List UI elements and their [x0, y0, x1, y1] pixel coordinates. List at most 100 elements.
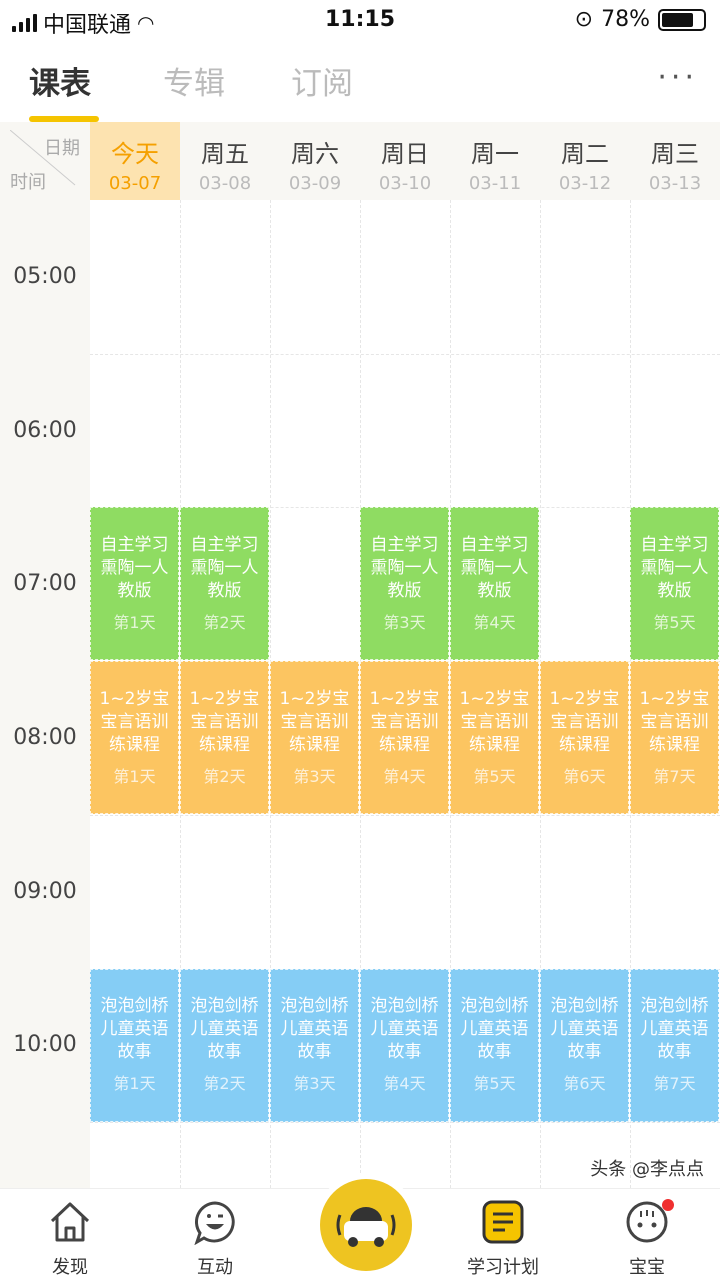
nav-label: 互动	[197, 1257, 233, 1278]
status-bar: 中国联通 ◠ 11:15 ⊙ 78%	[0, 0, 720, 40]
hour-label: 10:00	[13, 1032, 77, 1058]
course-day: 第7天	[653, 766, 696, 786]
course-block[interactable]: 泡泡剑桥儿童英语故事 第3天	[270, 968, 359, 1122]
day-date: 03-13	[648, 173, 702, 194]
day-name: 周日	[381, 140, 429, 168]
course-day: 第4天	[473, 612, 516, 632]
day-date: 03-11	[468, 173, 522, 194]
course-block[interactable]: 1~2岁宝宝言语训练课程 第1天	[90, 661, 179, 815]
day-header[interactable]: 周五 03-08	[180, 122, 270, 200]
chat-smile-icon	[194, 1201, 235, 1246]
tab-schedule[interactable]: 课表	[29, 66, 91, 102]
hour-label: 09:00	[13, 878, 77, 904]
day-date: 03-08	[198, 173, 252, 194]
course-block[interactable]: 泡泡剑桥儿童英语故事 第7天	[630, 968, 719, 1122]
day-date: 03-09	[288, 173, 342, 194]
course-day: 第5天	[473, 1074, 516, 1093]
course-title: 1~2岁宝宝言语训练课程	[549, 688, 620, 755]
course-block[interactable]: 泡泡剑桥儿童英语故事 第6天	[540, 968, 629, 1122]
day-header[interactable]: 今天 03-07	[90, 122, 180, 200]
day-header[interactable]: 周六 03-09	[270, 122, 360, 200]
course-day: 第7天	[653, 1074, 696, 1093]
battery-percent: 78%	[601, 7, 650, 32]
day-header[interactable]: 周日 03-10	[360, 122, 450, 200]
hour-label: 06:00	[13, 417, 77, 443]
course-day: 第1天	[113, 612, 156, 632]
course-title: 自主学习熏陶一人教版	[460, 534, 529, 601]
course-block[interactable]: 1~2岁宝宝言语训练课程 第2天	[180, 661, 269, 815]
rotation-lock-icon: ⊙	[574, 7, 594, 32]
course-block[interactable]: 1~2岁宝宝言语训练课程第4天	[360, 661, 449, 815]
course-block[interactable]: 自主学习熏陶一人教版第2天	[180, 507, 269, 661]
notification-dot	[662, 1199, 674, 1211]
tab-albums[interactable]: 专辑	[163, 66, 225, 102]
nav-study-plan[interactable]: 学习计划	[443, 1199, 563, 1279]
day-header[interactable]: 周三 03-13	[630, 122, 720, 200]
time-axis-label: 时间	[10, 172, 46, 193]
course-block[interactable]: 泡泡剑桥儿童英语故事 第4天	[360, 968, 449, 1122]
course-title: 1~2岁宝宝言语训练课程	[369, 688, 440, 755]
course-title: 泡泡剑桥儿童英语故事	[100, 996, 169, 1062]
course-day: 第3天	[293, 1074, 336, 1093]
row-divider	[90, 1122, 720, 1124]
course-day: 第3天	[293, 766, 336, 786]
day-header[interactable]: 周一 03-11	[450, 122, 540, 200]
day-date: 03-12	[558, 173, 612, 194]
course-block[interactable]: 1~2岁宝宝言语训练课程 第7天	[630, 661, 719, 815]
row-divider	[90, 814, 720, 816]
course-day: 第6天	[563, 766, 606, 786]
course-title: 自主学习熏陶一人教版	[100, 534, 169, 601]
course-title: 自主学习熏陶一人教版	[640, 534, 709, 601]
course-block[interactable]: 1~2岁宝宝言语训练课程第3天	[270, 661, 359, 815]
course-day: 第6天	[563, 1074, 606, 1093]
date-axis-label: 日期	[44, 138, 80, 159]
course-title: 1~2岁宝宝言语训练课程	[189, 688, 260, 755]
plan-list-icon	[482, 1200, 524, 1244]
hour-label: 08:00	[13, 724, 77, 750]
row-divider	[90, 353, 720, 355]
day-header[interactable]: 周二 03-12	[540, 122, 630, 200]
day-name: 周一	[471, 140, 519, 168]
active-tab-indicator	[29, 116, 99, 122]
course-block[interactable]: 自主学习熏陶一人教版第4天	[450, 507, 539, 661]
nav-label: 学习计划	[467, 1257, 539, 1278]
wifi-icon: ◠	[137, 11, 155, 35]
course-day: 第1天	[113, 766, 156, 786]
time-column	[0, 122, 90, 1188]
course-title: 泡泡剑桥儿童英语故事	[460, 996, 529, 1062]
day-name: 今天	[111, 140, 159, 168]
carrier-name: 中国联通	[43, 13, 132, 38]
bottom-nav: 发现 互动 学习计划 宝宝 头条 @李点点	[0, 1159, 720, 1281]
course-title: 1~2岁宝宝言语训练课程	[459, 688, 530, 755]
course-title: 1~2岁宝宝言语训练课程	[279, 688, 350, 755]
course-block[interactable]: 自主学习熏陶一人教版第1天	[90, 507, 179, 661]
center-robot-button[interactable]	[320, 1179, 412, 1271]
nav-interact[interactable]: 互动	[155, 1199, 275, 1279]
course-block[interactable]: 1~2岁宝宝言语训练课程 第5天	[450, 661, 539, 815]
more-button[interactable]: ···	[657, 60, 698, 95]
hour-label: 05:00	[13, 263, 77, 289]
nav-baby[interactable]: 宝宝	[587, 1199, 707, 1279]
course-day: 第3天	[383, 612, 426, 632]
course-block[interactable]: 自主学习熏陶一人教版第3天	[360, 507, 449, 661]
course-day: 第2天	[203, 1074, 246, 1093]
day-name: 周三	[651, 140, 699, 168]
top-tabs: 课表 专辑 订阅 ···	[0, 40, 720, 122]
battery-icon	[658, 8, 706, 31]
course-block[interactable]: 泡泡剑桥儿童英语故事 第1天	[90, 968, 179, 1122]
nav-discover[interactable]: 发现	[10, 1199, 130, 1279]
tab-subscriptions[interactable]: 订阅	[291, 66, 353, 102]
course-title: 自主学习熏陶一人教版	[370, 534, 439, 601]
course-day: 第4天	[383, 766, 426, 786]
course-block[interactable]: 泡泡剑桥儿童英语故事第5天	[450, 968, 539, 1122]
course-title: 自主学习熏陶一人教版	[190, 534, 259, 601]
course-day: 第2天	[203, 612, 246, 632]
schedule-grid: 日期 时间 今天 03-07 周五 03-08 周六 03-09 周日 03-10 周一 03-1…	[0, 122, 720, 1188]
course-block[interactable]: 1~2岁宝宝言语训练课程第6天	[540, 661, 629, 815]
baby-face-icon	[626, 1201, 668, 1243]
nav-label: 宝宝	[629, 1257, 665, 1278]
course-block[interactable]: 自主学习熏陶一人教版 第5天	[630, 507, 719, 661]
course-block[interactable]: 泡泡剑桥儿童英语故事 第2天	[180, 968, 269, 1122]
watermark: 头条 @李点点	[590, 1159, 704, 1180]
day-date: 03-07	[108, 173, 162, 194]
